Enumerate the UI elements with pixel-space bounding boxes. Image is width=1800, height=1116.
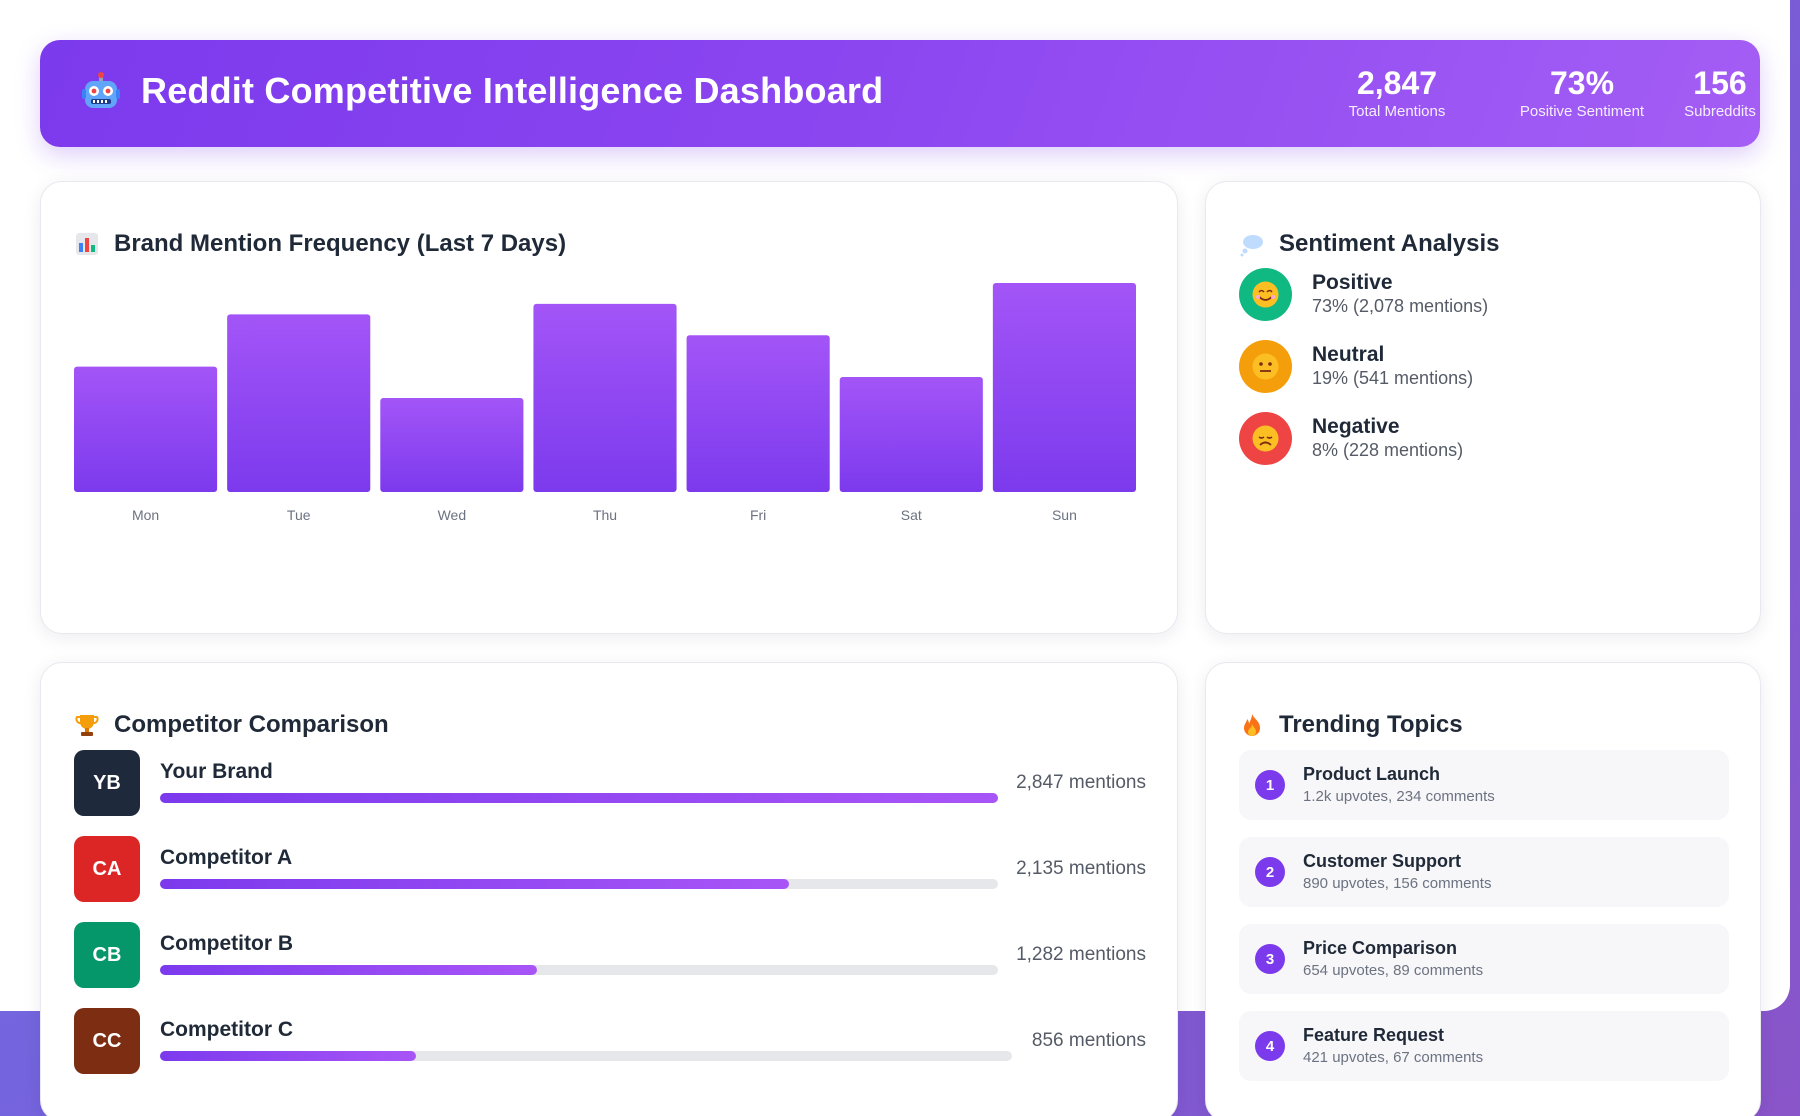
sentiment-negative: Negative 8% (228 mentions) (1239, 412, 1719, 468)
avatar: CC (74, 1008, 140, 1074)
avatar: CB (74, 922, 140, 988)
stat-label: Positive Sentiment (1519, 103, 1645, 120)
trending-topic-item[interactable]: 4 Feature Request 421 upvotes, 67 commen… (1239, 1011, 1729, 1081)
card-title: Sentiment Analysis (1239, 230, 1500, 258)
stat-positive-sentiment: 73% Positive Sentiment (1507, 64, 1657, 122)
x-tick-label: Mon (132, 507, 159, 523)
mention-chart-card: Brand Mention Frequency (Last 7 Days) Mo… (40, 181, 1178, 634)
rank-badge: 4 (1255, 1031, 1285, 1061)
competitor-name: Your Brand (160, 760, 273, 783)
x-tick-label: Sun (1052, 507, 1077, 523)
x-tick-label: Thu (593, 507, 617, 523)
bar-wed (380, 397, 524, 492)
topic-meta: 421 upvotes, 67 comments (1303, 1049, 1484, 1066)
bar-sun (992, 283, 1136, 492)
competitor-row: CB Competitor B 1,282 mentions (74, 922, 1146, 988)
topic-meta: 890 upvotes, 156 comments (1303, 875, 1492, 892)
trending-topic-item[interactable]: 2 Customer Support 890 upvotes, 156 comm… (1239, 837, 1729, 907)
trophy-icon (74, 712, 100, 738)
sentiment-detail: 8% (228 mentions) (1312, 440, 1464, 460)
robot-icon (80, 72, 122, 114)
competitor-row: YB Your Brand 2,847 mentions (74, 750, 1146, 816)
rank-badge: 1 (1255, 770, 1285, 800)
competitor-row: CC Competitor C 856 mentions (74, 1008, 1146, 1074)
trending-topic-item[interactable]: 1 Product Launch 1.2k upvotes, 234 comme… (1239, 750, 1729, 820)
topic-meta: 1.2k upvotes, 234 comments (1303, 788, 1495, 805)
stat-value: 73% (1549, 65, 1615, 101)
topic-title: Customer Support (1303, 851, 1462, 871)
sentiment-indicator (1239, 268, 1292, 321)
thought-bubble-icon (1239, 231, 1265, 257)
fire-icon (1239, 712, 1265, 738)
x-tick-label: Tue (287, 507, 311, 523)
competitor-row: CA Competitor A 2,135 mentions (74, 836, 1146, 902)
sentiment-name: Positive (1312, 271, 1393, 294)
sentiment-indicator (1239, 340, 1292, 393)
stat-total-mentions: 2,847 Total Mentions (1327, 64, 1467, 122)
sentiment-name: Negative (1312, 415, 1400, 438)
neutral-face-icon (1252, 353, 1279, 380)
mention-progress-fill (160, 965, 538, 975)
bar-sat (839, 377, 983, 492)
competitor-name: Competitor B (160, 932, 293, 955)
x-tick-label: Wed (438, 507, 467, 523)
mention-progress-track (160, 1051, 1012, 1061)
mention-count: 1,282 mentions (1016, 944, 1146, 965)
mention-progress-fill (160, 1051, 416, 1061)
card-title: Brand Mention Frequency (Last 7 Days) (74, 230, 566, 258)
sentiment-name: Neutral (1312, 343, 1385, 366)
page-title: Reddit Competitive Intelligence Dashboar… (141, 70, 884, 111)
sentiment-detail: 73% (2,078 mentions) (1312, 296, 1489, 316)
topic-title: Product Launch (1303, 764, 1441, 784)
x-tick-label: Sat (901, 507, 922, 523)
stat-value: 156 (1693, 65, 1747, 101)
x-tick-label: Fri (750, 507, 766, 523)
card-title: Trending Topics (1239, 711, 1463, 739)
card-title-text: Sentiment Analysis (1279, 230, 1500, 257)
competitor-name: Competitor A (160, 846, 293, 869)
competitor-name: Competitor C (160, 1018, 293, 1041)
bar-mon (74, 366, 218, 492)
card-title-text: Trending Topics (1279, 711, 1463, 738)
mention-progress-fill (160, 793, 998, 803)
mention-progress-track (160, 793, 998, 803)
bar-fri (686, 335, 830, 492)
topic-meta: 654 upvotes, 89 comments (1303, 962, 1484, 979)
trending-topic-item[interactable]: 3 Price Comparison 654 upvotes, 89 comme… (1239, 924, 1729, 994)
trending-card: Trending Topics 1 Product Launch 1.2k up… (1205, 662, 1761, 1116)
mention-progress-track (160, 965, 998, 975)
card-title-text: Competitor Comparison (114, 711, 389, 738)
frown-face-icon (1252, 425, 1279, 452)
stat-subreddits: 156 Subreddits (1680, 64, 1760, 122)
mention-progress-track (160, 879, 998, 889)
bar-thu (533, 303, 677, 492)
rank-badge: 3 (1255, 944, 1285, 974)
topic-title: Price Comparison (1303, 938, 1458, 958)
sentiment-indicator (1239, 412, 1292, 465)
rank-badge: 2 (1255, 857, 1285, 887)
mention-progress-fill (160, 879, 789, 889)
mention-count: 856 mentions (1031, 1030, 1146, 1051)
bar-chart-icon (74, 231, 100, 257)
sentiment-detail: 19% (541 mentions) (1312, 368, 1474, 388)
smile-face-icon (1252, 281, 1279, 308)
sentiment-neutral: Neutral 19% (541 mentions) (1239, 340, 1719, 396)
stat-label: Subreddits (1684, 103, 1756, 120)
stat-label: Total Mentions (1348, 103, 1446, 120)
mention-count: 2,847 mentions (1016, 772, 1146, 793)
card-title-text: Brand Mention Frequency (Last 7 Days) (114, 230, 567, 257)
avatar: CA (74, 836, 140, 902)
card-title: Competitor Comparison (74, 711, 389, 739)
sentiment-card: Sentiment Analysis Positive 73% (2,078 m… (1205, 181, 1761, 634)
mention-count: 2,135 mentions (1016, 858, 1146, 879)
avatar: YB (74, 750, 140, 816)
competitor-card: Competitor Comparison YB Your Brand 2,84… (40, 662, 1178, 1116)
bar-tue (227, 314, 371, 492)
topic-title: Feature Request (1303, 1025, 1445, 1045)
stat-value: 2,847 (1356, 65, 1438, 101)
sentiment-positive: Positive 73% (2,078 mentions) (1239, 268, 1719, 324)
mention-bar-chart: Mon Tue Wed Thu Fri Sat Sun (74, 283, 1136, 523)
dashboard-header: Reddit Competitive Intelligence Dashboar… (40, 40, 1760, 147)
